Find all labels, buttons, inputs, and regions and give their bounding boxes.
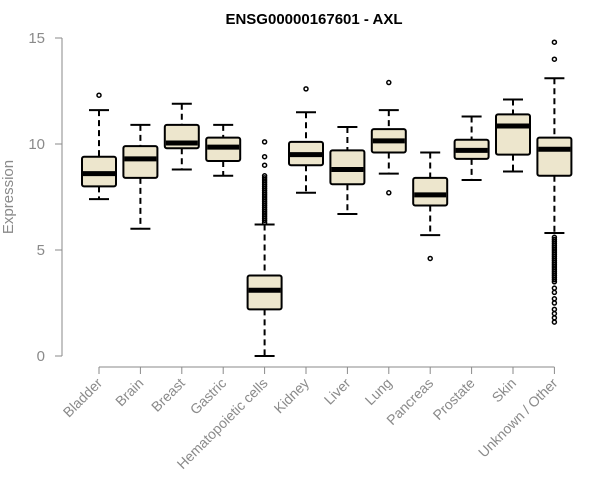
box-pancreas <box>412 151 449 262</box>
outlier-point <box>551 39 558 45</box>
box-unknown-other <box>536 39 573 325</box>
boxes <box>81 39 573 357</box>
outlier-point <box>261 153 268 160</box>
outlier-point <box>551 300 558 306</box>
outlier-point <box>386 79 392 86</box>
x-tick-label: Liver <box>321 375 354 408</box>
outlier-point <box>261 139 268 145</box>
chart-title: ENSG00000167601 - AXL <box>225 11 402 28</box>
outlier-point <box>261 175 268 181</box>
outlier-point <box>386 190 392 196</box>
outlier-point <box>551 289 558 296</box>
x-tick-label: Brain <box>112 375 146 409</box>
box-kidney <box>288 86 324 194</box>
outlier-point <box>551 279 558 285</box>
outlier-point <box>551 56 558 62</box>
box-breast <box>163 102 200 171</box>
outlier-point <box>551 306 558 313</box>
x-tick-label: Prostate <box>430 375 478 423</box>
outlier-point <box>551 310 558 317</box>
box-prostate <box>453 115 490 182</box>
outlier-point <box>96 92 102 98</box>
box-iqr <box>495 113 531 156</box>
y-tick-label: 0 <box>37 348 45 365</box>
y-axis-label: Expression <box>0 160 17 234</box>
x-tick-label: Lung <box>362 375 395 408</box>
outlier-point <box>303 86 309 92</box>
x-tick-label: Unknown / Other <box>475 375 561 461</box>
box-iqr <box>412 176 449 207</box>
x-tick-label: Breast <box>148 375 188 415</box>
box-iqr <box>122 145 159 179</box>
y-tick-label: 10 <box>28 136 45 153</box>
box-hematopoietic-cells <box>246 139 283 357</box>
box-liver <box>329 126 366 215</box>
outlier-point <box>551 285 558 291</box>
box-brain <box>122 123 159 230</box>
box-iqr <box>536 136 573 177</box>
outlier-point <box>551 315 558 321</box>
outlier-point <box>261 162 268 168</box>
box-gastric <box>205 123 242 177</box>
outlier-point <box>551 296 558 302</box>
x-tick-label: Kidney <box>271 375 313 417</box>
y-tick-label: 15 <box>28 30 45 47</box>
box-lung <box>370 79 407 196</box>
x-tick-label: Skin <box>489 375 520 406</box>
outlier-point <box>261 173 268 179</box>
outlier-point <box>551 276 558 283</box>
y-tick-label: 5 <box>37 242 45 259</box>
x-tick-label: Bladder <box>60 375 106 421</box>
box-bladder <box>81 92 117 201</box>
outlier-point <box>427 255 433 262</box>
outlier-point <box>551 319 558 325</box>
box-skin <box>495 98 531 173</box>
